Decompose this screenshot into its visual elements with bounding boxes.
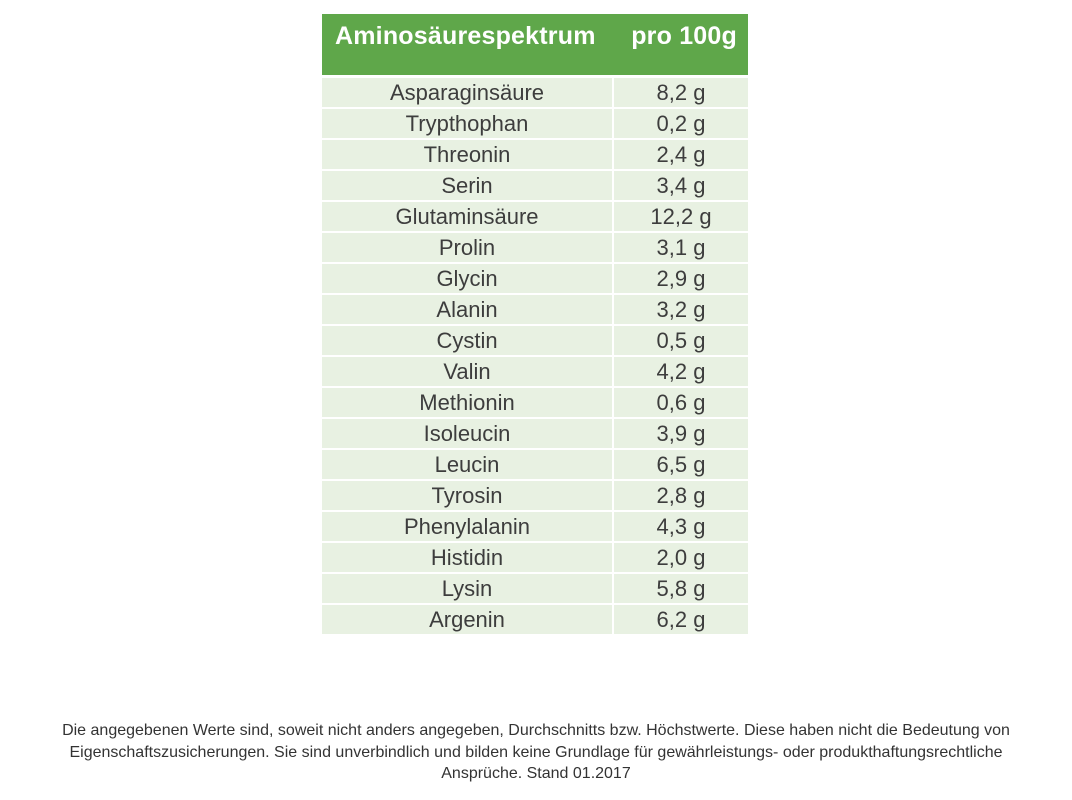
amino-value-cell: 0,2 g bbox=[614, 109, 748, 138]
table-row: Prolin 3,1 g bbox=[322, 233, 748, 262]
disclaimer-text: Die angegebenen Werte sind, soweit nicht… bbox=[0, 720, 1072, 785]
amino-value-cell: 4,2 g bbox=[614, 357, 748, 386]
amino-value-cell: 5,8 g bbox=[614, 574, 748, 603]
table-row: Histidin 2,0 g bbox=[322, 543, 748, 572]
amino-name-cell: Tyrosin bbox=[322, 481, 612, 510]
table-title: Aminosäurespektrum bbox=[335, 22, 596, 50]
amino-name-cell: Prolin bbox=[322, 233, 612, 262]
amino-value-cell: 3,4 g bbox=[614, 171, 748, 200]
amino-value-cell: 3,2 g bbox=[614, 295, 748, 324]
amino-name-cell: Glutaminsäure bbox=[322, 202, 612, 231]
table-row: Cystin 0,5 g bbox=[322, 326, 748, 355]
table-row: Trypthophan 0,2 g bbox=[322, 109, 748, 138]
amino-value-cell: 0,6 g bbox=[614, 388, 748, 417]
amino-name-cell: Argenin bbox=[322, 605, 612, 634]
table-unit-header: pro 100g bbox=[631, 22, 737, 50]
table-row: Tyrosin 2,8 g bbox=[322, 481, 748, 510]
amino-name-cell: Isoleucin bbox=[322, 419, 612, 448]
amino-name-cell: Methionin bbox=[322, 388, 612, 417]
amino-value-cell: 2,9 g bbox=[614, 264, 748, 293]
table-row: Alanin 3,2 g bbox=[322, 295, 748, 324]
amino-name-cell: Valin bbox=[322, 357, 612, 386]
table-row: Lysin 5,8 g bbox=[322, 574, 748, 603]
amino-name-cell: Cystin bbox=[322, 326, 612, 355]
table-row: Threonin 2,4 g bbox=[322, 140, 748, 169]
disclaimer-line: Eigenschaftszusicherungen. Sie sind unve… bbox=[69, 743, 1003, 761]
table-row: Leucin 6,5 g bbox=[322, 450, 748, 479]
disclaimer-line: Ansprüche. Stand 01.2017 bbox=[441, 765, 631, 782]
table-row: Asparaginsäure 8,2 g bbox=[322, 78, 748, 107]
table-row: Phenylalanin 4,3 g bbox=[322, 512, 748, 541]
amino-value-cell: 8,2 g bbox=[614, 78, 748, 107]
amino-name-cell: Phenylalanin bbox=[322, 512, 612, 541]
amino-name-cell: Serin bbox=[322, 171, 612, 200]
table-row: Serin 3,4 g bbox=[322, 171, 748, 200]
amino-name-cell: Glycin bbox=[322, 264, 612, 293]
amino-acid-table: Aminosäurespektrum pro 100g Asparaginsäu… bbox=[322, 14, 748, 634]
amino-value-cell: 3,9 g bbox=[614, 419, 748, 448]
amino-name-cell: Asparaginsäure bbox=[322, 78, 612, 107]
table-row: Methionin 0,6 g bbox=[322, 388, 748, 417]
amino-value-cell: 0,5 g bbox=[614, 326, 748, 355]
amino-value-cell: 3,1 g bbox=[614, 233, 748, 262]
amino-name-cell: Alanin bbox=[322, 295, 612, 324]
table-row: Valin 4,2 g bbox=[322, 357, 748, 386]
table-row: Isoleucin 3,9 g bbox=[322, 419, 748, 448]
disclaimer-line: Die angegebenen Werte sind, soweit nicht… bbox=[62, 722, 1010, 739]
amino-value-cell: 2,4 g bbox=[614, 140, 748, 169]
amino-value-cell: 6,5 g bbox=[614, 450, 748, 479]
amino-name-cell: Trypthophan bbox=[322, 109, 612, 138]
amino-value-cell: 2,0 g bbox=[614, 543, 748, 572]
amino-value-cell: 12,2 g bbox=[614, 202, 748, 231]
amino-name-cell: Lysin bbox=[322, 574, 612, 603]
amino-value-cell: 2,8 g bbox=[614, 481, 748, 510]
amino-value-cell: 6,2 g bbox=[614, 605, 748, 634]
table-row: Glycin 2,9 g bbox=[322, 264, 748, 293]
table-row: Argenin 6,2 g bbox=[322, 605, 748, 634]
table-header: Aminosäurespektrum pro 100g bbox=[322, 14, 748, 75]
amino-name-cell: Leucin bbox=[322, 450, 612, 479]
amino-name-cell: Threonin bbox=[322, 140, 612, 169]
table-row: Glutaminsäure 12,2 g bbox=[322, 202, 748, 231]
amino-name-cell: Histidin bbox=[322, 543, 612, 572]
table-body: Asparaginsäure 8,2 g Trypthophan 0,2 g T… bbox=[322, 75, 748, 634]
amino-value-cell: 4,3 g bbox=[614, 512, 748, 541]
